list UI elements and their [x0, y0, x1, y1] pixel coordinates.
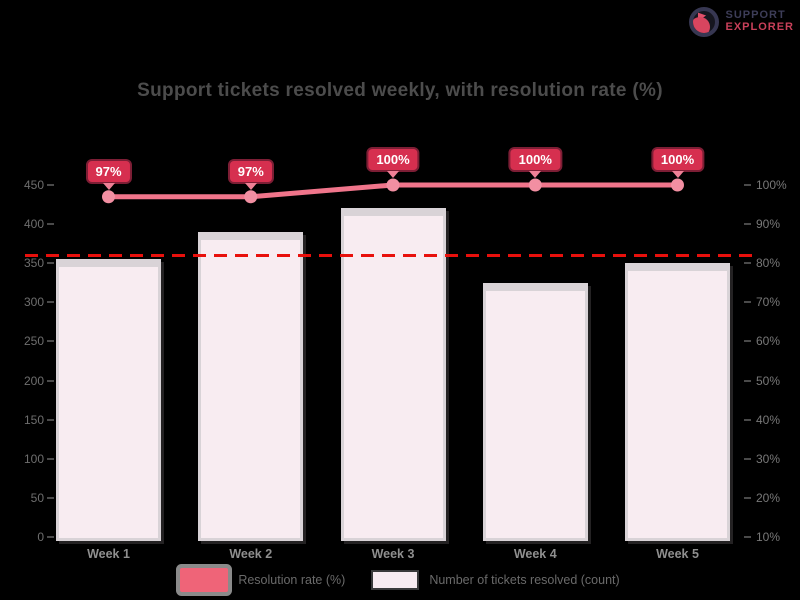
right-axis-tick-mark [744, 536, 751, 538]
legend-swatch-resolution-rate [180, 568, 229, 592]
right-axis-tick-label: 30% [756, 451, 781, 466]
brand-logo-icon [689, 7, 720, 37]
brand-name-bottom: EXPLORER [725, 21, 794, 33]
left-axis-tick-label: 0 [37, 530, 44, 544]
right-axis-tick-mark [744, 340, 751, 343]
brand-logo: SUPPORT EXPLORER [689, 7, 794, 37]
chart-legend: Resolution rate (%) Number of tickets re… [0, 568, 800, 592]
resolution-rate-badge: 100% [508, 147, 562, 172]
left-axis-tick-label: 250 [23, 334, 44, 349]
right-axis-tick-label: 90% [756, 217, 781, 232]
tickets-resolved-bar [56, 259, 161, 541]
left-axis-tick-mark [47, 262, 54, 265]
right-axis-tick-mark [744, 262, 751, 265]
right-axis-tick-label: 70% [756, 295, 781, 310]
target-threshold-line [25, 254, 757, 258]
left-axis-tick-label: 450 [23, 178, 44, 192]
badge-pointer [387, 171, 399, 178]
line-marker [386, 178, 400, 192]
left-axis-tick-label: 150 [23, 412, 44, 427]
left-axis-tick-label: 50 [30, 490, 44, 505]
tickets-resolved-bar [198, 231, 304, 541]
badge-pointer [671, 171, 684, 178]
right-axis-tick-mark [744, 418, 751, 421]
right-axis-tick-mark [744, 496, 751, 499]
badge-pointer [244, 182, 257, 190]
left-axis-tick-mark [47, 457, 54, 460]
left-axis-tick-mark [47, 340, 54, 343]
legend-swatch-tickets-resolved [371, 570, 420, 590]
legend-item-tickets-resolved: Number of tickets resolved (count) [371, 570, 620, 590]
x-axis-category-label: Week 1 [87, 547, 130, 561]
left-axis-tick-label: 100 [23, 451, 44, 466]
right-axis-tick-label: 80% [756, 256, 781, 271]
left-axis-tick-label: 200 [23, 373, 44, 388]
right-axis-tick-mark [744, 379, 751, 382]
brand-name-top: SUPPORT [725, 9, 786, 22]
right-axis-tick-label: 100% [756, 178, 787, 192]
line-marker [102, 190, 115, 204]
right-axis-tick-label: 50% [756, 373, 781, 388]
legend-item-resolution-rate: Resolution rate (%) [180, 568, 345, 592]
right-axis-tick-mark [744, 301, 751, 304]
legend-label-resolution-rate: Resolution rate (%) [238, 573, 346, 587]
resolution-rate-badge: 100% [366, 147, 420, 172]
resolution-rate-badge: 97% [85, 158, 132, 184]
line-marker [671, 178, 684, 192]
x-axis-category-label: Week 4 [513, 547, 557, 561]
left-axis-tick-mark [47, 418, 54, 421]
x-axis-category-label: Week 2 [229, 547, 273, 561]
right-axis-tick-label: 20% [756, 490, 781, 505]
logo-blob-shape [693, 17, 711, 33]
tickets-resolved-bar [340, 208, 446, 541]
resolution-rate-badge: 100% [650, 147, 705, 172]
left-axis-tick-mark [47, 301, 54, 304]
left-axis-tick-mark [47, 379, 54, 382]
right-axis-tick-mark [744, 184, 751, 186]
x-axis-category-label: Week 5 [656, 547, 699, 561]
left-axis-tick-mark [47, 184, 54, 186]
right-axis-tick-mark [744, 457, 751, 460]
badge-pointer [529, 171, 542, 178]
x-axis-category-label: Week 3 [371, 547, 415, 561]
tickets-resolved-bar [625, 263, 730, 541]
right-axis-tick-label: 40% [756, 412, 781, 427]
left-axis-tick-mark [47, 536, 54, 538]
right-axis-tick-label: 60% [756, 334, 781, 349]
left-axis-tick-mark [47, 496, 54, 499]
left-axis-tick-mark [47, 223, 54, 226]
left-axis-tick-label: 400 [23, 217, 44, 232]
left-axis-tick-label: 300 [23, 295, 44, 310]
line-marker [528, 178, 542, 192]
legend-label-tickets-resolved: Number of tickets resolved (count) [429, 573, 620, 587]
right-axis-tick-label: 10% [756, 530, 781, 544]
badge-pointer [102, 182, 115, 190]
line-marker [244, 190, 258, 204]
right-axis-tick-mark [744, 223, 751, 226]
resolution-rate-badge: 97% [227, 158, 274, 184]
tickets-resolved-bar [482, 282, 588, 541]
left-axis-tick-label: 350 [23, 256, 44, 271]
chart-title: Support tickets resolved weekly, with re… [137, 80, 663, 101]
